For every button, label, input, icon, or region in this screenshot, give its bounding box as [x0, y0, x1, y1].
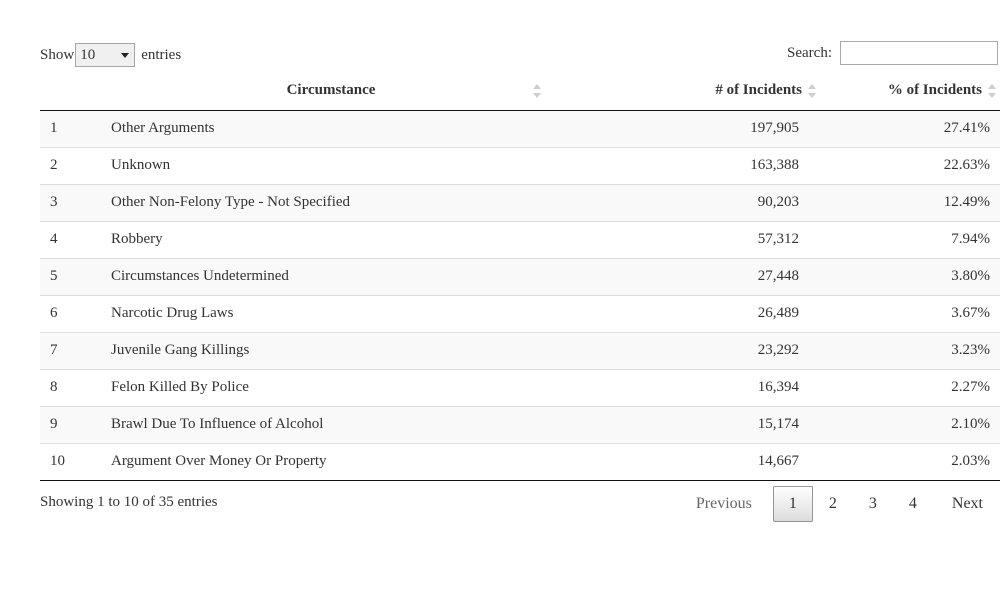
cell-circumstance: Argument Over Money Or Property [111, 442, 551, 481]
table-row: 5 Circumstances Undetermined 27,448 3.80… [40, 257, 1000, 295]
entries-label: entries [141, 46, 182, 63]
table-row: 8 Felon Killed By Police 16,394 2.27% [40, 368, 1000, 406]
cell-incidents: 15,174 [551, 405, 839, 443]
search-input[interactable] [840, 41, 998, 65]
cell-incidents: 90,203 [551, 183, 839, 221]
cell-circumstance: Other Non-Felony Type - Not Specified [111, 183, 551, 221]
table-row: 9 Brawl Due To Influence of Alcohol 15,1… [40, 405, 1000, 443]
page-button-3[interactable]: 3 [868, 495, 877, 512]
cell-index: 7 [40, 331, 111, 369]
show-label: Show [40, 46, 75, 63]
header-index [40, 72, 111, 111]
cell-percent: 3.67% [839, 294, 1000, 332]
next-button[interactable]: Next [951, 495, 983, 512]
header-circumstance[interactable]: Circumstance [111, 72, 551, 111]
sort-icon [808, 83, 816, 99]
header-percent[interactable]: % of Incidents [839, 72, 1000, 111]
cell-index: 6 [40, 294, 111, 332]
table-row: 10 Argument Over Money Or Property 14,66… [40, 442, 1000, 481]
cell-percent: 3.80% [839, 257, 1000, 295]
cell-circumstance: Unknown [111, 146, 551, 184]
cell-circumstance: Robbery [111, 220, 551, 258]
cell-percent: 2.10% [839, 405, 1000, 443]
cell-percent: 7.94% [839, 220, 1000, 258]
cell-percent: 3.23% [839, 331, 1000, 369]
cell-incidents: 16,394 [551, 368, 839, 406]
entries-select[interactable]: 10 [75, 43, 136, 67]
table-row: 1 Other Arguments 197,905 27.41% [40, 110, 1000, 147]
cell-index: 1 [40, 110, 111, 147]
cell-circumstance: Juvenile Gang Killings [111, 331, 551, 369]
entries-select-value: 10 [80, 46, 96, 63]
sort-icon [988, 83, 996, 99]
header-incidents-label: # of Incidents [715, 82, 802, 99]
entries-length-control: Show 10 entries [40, 43, 181, 67]
search-label: Search: [787, 44, 832, 61]
cell-percent: 12.49% [839, 183, 1000, 221]
cell-index: 8 [40, 368, 111, 406]
cell-index: 9 [40, 405, 111, 443]
sort-icon [533, 83, 541, 99]
table-row: 4 Robbery 57,312 7.94% [40, 220, 1000, 258]
page-button-2[interactable]: 2 [828, 495, 837, 512]
cell-circumstance: Brawl Due To Influence of Alcohol [111, 405, 551, 443]
cell-index: 2 [40, 146, 111, 184]
cell-percent: 2.27% [839, 368, 1000, 406]
cell-incidents: 14,667 [551, 442, 839, 481]
table-info: Showing 1 to 10 of 35 entries [40, 494, 218, 510]
cell-percent: 22.63% [839, 146, 1000, 184]
cell-incidents: 26,489 [551, 294, 839, 332]
page-button-1[interactable]: 1 [772, 486, 813, 522]
datatable-wrapper: Show 10 entries Search: Circumstance # o… [40, 0, 1000, 597]
header-row: Circumstance # of Incidents % of Inciden… [40, 72, 1000, 111]
cell-incidents: 27,448 [551, 257, 839, 295]
cell-index: 10 [40, 442, 111, 481]
table-row: 7 Juvenile Gang Killings 23,292 3.23% [40, 331, 1000, 369]
table-row: 3 Other Non-Felony Type - Not Specified … [40, 183, 1000, 221]
cell-percent: 2.03% [839, 442, 1000, 481]
cell-incidents: 57,312 [551, 220, 839, 258]
cell-circumstance: Circumstances Undetermined [111, 257, 551, 295]
header-percent-label: % of Incidents [887, 82, 982, 99]
chevron-down-icon [121, 52, 130, 58]
cell-circumstance: Felon Killed By Police [111, 368, 551, 406]
cell-circumstance: Narcotic Drug Laws [111, 294, 551, 332]
previous-button[interactable]: Previous [695, 495, 752, 512]
cell-percent: 27.41% [839, 110, 1000, 147]
cell-incidents: 197,905 [551, 110, 839, 147]
cell-index: 3 [40, 183, 111, 221]
pagination: Previous 1 2 3 4 Next [683, 486, 1000, 522]
cell-index: 5 [40, 257, 111, 295]
data-table: Circumstance # of Incidents % of Inciden… [40, 72, 1000, 481]
search-control: Search: [787, 41, 998, 65]
cell-circumstance: Other Arguments [111, 110, 551, 147]
cell-incidents: 163,388 [551, 146, 839, 184]
cell-incidents: 23,292 [551, 331, 839, 369]
header-circumstance-label: Circumstance [286, 82, 376, 99]
header-incidents[interactable]: # of Incidents [551, 72, 839, 111]
table-row: 2 Unknown 163,388 22.63% [40, 146, 1000, 184]
page-button-4[interactable]: 4 [908, 495, 917, 512]
table-row: 6 Narcotic Drug Laws 26,489 3.67% [40, 294, 1000, 332]
cell-index: 4 [40, 220, 111, 258]
